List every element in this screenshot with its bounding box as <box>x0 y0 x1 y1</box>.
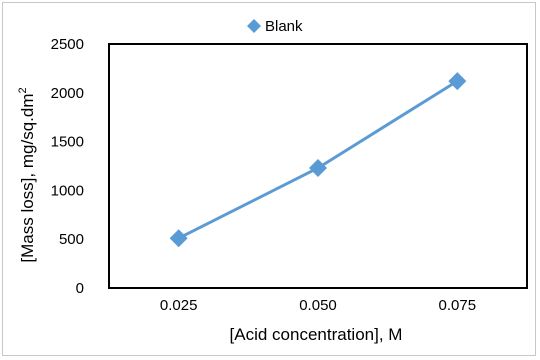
data-point-2 <box>309 158 327 177</box>
x-axis-title: [Acid concentration], M <box>230 325 403 344</box>
y-tick-label: 2000 <box>51 85 84 102</box>
y-tick-label: 1000 <box>51 182 84 199</box>
legend: Blank <box>247 18 303 35</box>
plot-area <box>108 43 528 289</box>
x-tick-label: 0.050 <box>299 297 337 314</box>
y-axis-title-superscript: 2 <box>17 87 29 93</box>
data-point-1 <box>169 229 188 248</box>
y-axis-title-main: [Mass loss], mg/sq.dm <box>18 94 37 263</box>
y-axis-title: [Mass loss], mg/sq.dm2 <box>17 87 37 262</box>
data-point-3 <box>448 72 467 91</box>
y-tick-label: 2500 <box>51 36 84 53</box>
series-blank <box>169 72 467 248</box>
y-tick-label: 1500 <box>51 134 84 151</box>
chart-frame <box>2 2 536 356</box>
y-axis-ticks: 0 500 1000 1500 2000 2500 <box>51 36 84 297</box>
legend-marker-icon <box>247 19 261 33</box>
y-tick-label: 500 <box>59 231 84 248</box>
x-tick-label: 0.075 <box>439 297 477 314</box>
legend-label: Blank <box>265 18 303 35</box>
x-axis-ticks: 0.025 0.050 0.075 <box>160 297 476 314</box>
x-tick-label: 0.025 <box>160 297 198 314</box>
y-tick-label: 0 <box>76 280 84 297</box>
